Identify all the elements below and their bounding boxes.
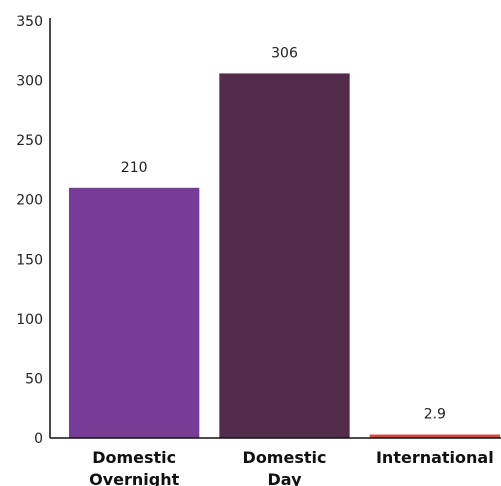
y-tick-label: 50 bbox=[25, 371, 43, 387]
y-tick-label: 150 bbox=[16, 252, 43, 268]
category-labels: Domestic Overnight Domestic Day Internationa… bbox=[89, 448, 494, 486]
bar-value-label: 306 bbox=[271, 45, 298, 61]
x-category-label: Domestic Overnight bbox=[89, 448, 179, 486]
x-category-label-line: Domestic bbox=[92, 448, 176, 467]
bar-value-label: 210 bbox=[121, 160, 148, 176]
x-category-label-line: Overnight bbox=[89, 470, 179, 486]
x-category-label: Domestic Day bbox=[243, 448, 327, 486]
bar-domestic-overnight bbox=[69, 187, 200, 438]
y-tick-label: 0 bbox=[34, 431, 43, 447]
y-tick-label: 350 bbox=[16, 14, 43, 30]
y-tick-label: 250 bbox=[16, 133, 43, 149]
x-category-label-line: Domestic bbox=[243, 448, 327, 467]
value-labels: 210 306 2.9 bbox=[121, 45, 446, 422]
y-axis-ticks: 0 50 100 150 200 250 300 350 bbox=[16, 14, 43, 447]
x-category-label-line: International bbox=[376, 448, 494, 467]
bar-value-label: 2.9 bbox=[424, 407, 446, 423]
y-tick-label: 200 bbox=[16, 193, 43, 209]
bar-domestic-day bbox=[219, 73, 350, 439]
bar-group bbox=[69, 73, 500, 439]
y-tick-label: 300 bbox=[16, 74, 43, 90]
bar-international bbox=[369, 434, 500, 438]
x-category-label: International bbox=[376, 448, 494, 467]
y-tick-label: 100 bbox=[16, 312, 43, 328]
x-category-label-line: Day bbox=[267, 470, 302, 486]
